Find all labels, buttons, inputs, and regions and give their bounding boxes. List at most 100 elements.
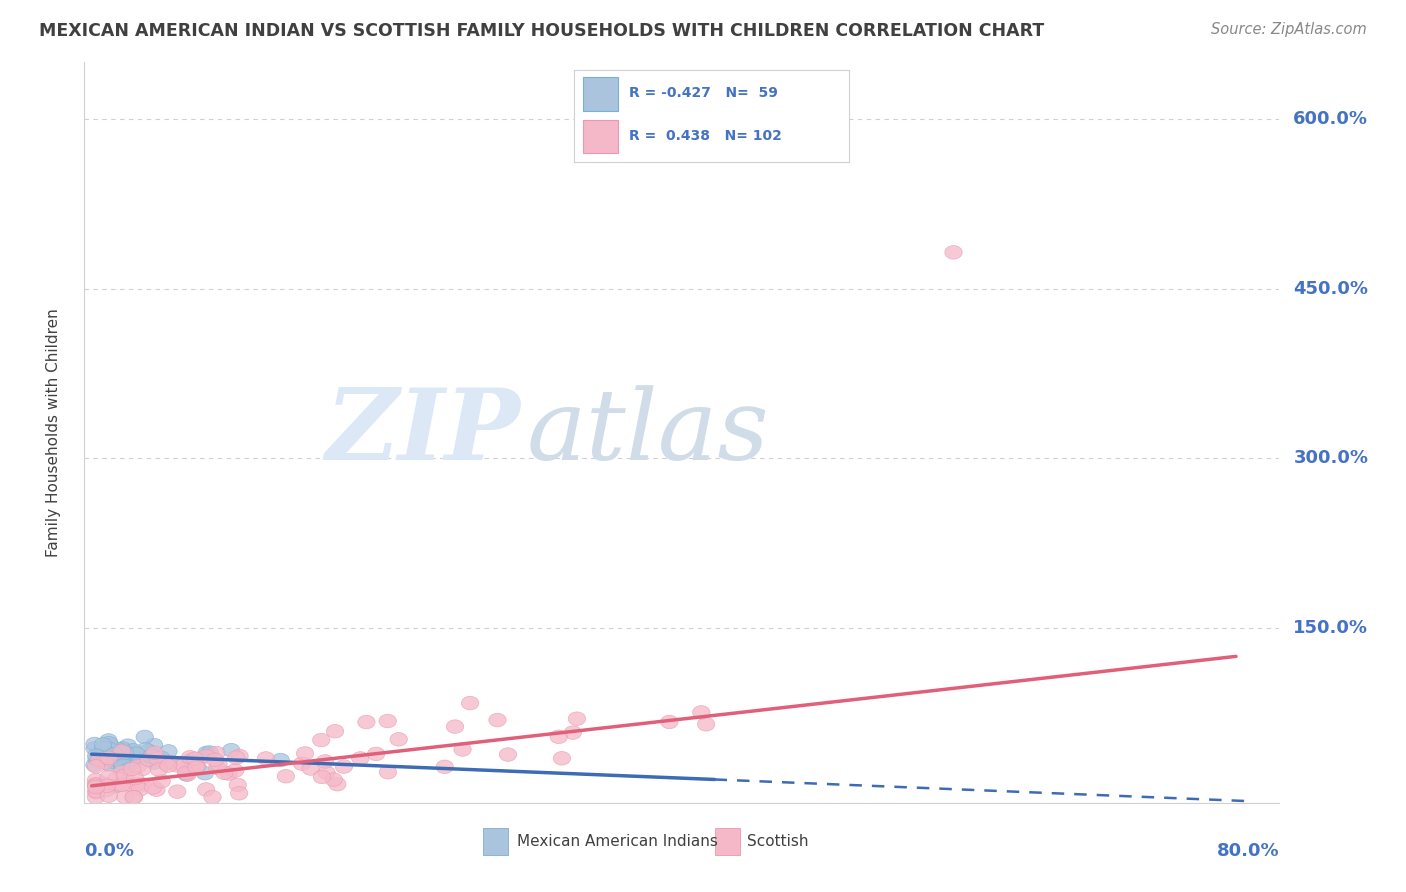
Ellipse shape	[461, 697, 479, 710]
Ellipse shape	[112, 747, 129, 760]
Ellipse shape	[146, 746, 163, 760]
Ellipse shape	[94, 738, 111, 751]
Ellipse shape	[87, 790, 104, 804]
Ellipse shape	[105, 747, 124, 761]
Ellipse shape	[222, 743, 240, 757]
Ellipse shape	[145, 780, 162, 794]
Ellipse shape	[294, 757, 311, 771]
Ellipse shape	[257, 752, 274, 765]
Ellipse shape	[141, 753, 157, 767]
Ellipse shape	[208, 747, 225, 760]
Ellipse shape	[100, 753, 117, 766]
Ellipse shape	[697, 717, 714, 731]
Ellipse shape	[302, 762, 319, 775]
Ellipse shape	[120, 778, 136, 791]
Ellipse shape	[114, 760, 131, 774]
Y-axis label: Family Households with Children: Family Households with Children	[46, 309, 60, 557]
Ellipse shape	[277, 770, 295, 783]
Ellipse shape	[156, 756, 174, 770]
Ellipse shape	[380, 714, 396, 728]
Ellipse shape	[110, 746, 128, 760]
Text: MEXICAN AMERICAN INDIAN VS SCOTTISH FAMILY HOUSEHOLDS WITH CHILDREN CORRELATION : MEXICAN AMERICAN INDIAN VS SCOTTISH FAMI…	[39, 22, 1045, 40]
Ellipse shape	[87, 786, 104, 799]
Ellipse shape	[98, 747, 115, 761]
Ellipse shape	[90, 753, 107, 767]
Ellipse shape	[215, 766, 233, 780]
Ellipse shape	[108, 742, 125, 756]
Ellipse shape	[179, 768, 197, 781]
Ellipse shape	[134, 762, 152, 776]
Ellipse shape	[693, 706, 710, 719]
Ellipse shape	[112, 778, 131, 791]
Ellipse shape	[112, 757, 129, 771]
Ellipse shape	[160, 756, 177, 769]
Ellipse shape	[90, 753, 108, 767]
Ellipse shape	[114, 742, 131, 756]
Ellipse shape	[128, 752, 146, 766]
Ellipse shape	[100, 770, 118, 784]
Ellipse shape	[124, 747, 142, 761]
Ellipse shape	[127, 772, 143, 785]
Ellipse shape	[207, 753, 224, 766]
Ellipse shape	[100, 751, 117, 764]
Ellipse shape	[125, 790, 142, 804]
Ellipse shape	[181, 750, 198, 764]
Ellipse shape	[208, 761, 226, 774]
Ellipse shape	[228, 751, 245, 764]
Ellipse shape	[335, 760, 353, 773]
Ellipse shape	[177, 768, 195, 781]
Ellipse shape	[87, 773, 104, 787]
Ellipse shape	[87, 749, 105, 763]
Ellipse shape	[183, 754, 200, 767]
Ellipse shape	[134, 778, 152, 791]
Ellipse shape	[120, 739, 136, 753]
Ellipse shape	[148, 783, 165, 797]
Ellipse shape	[94, 741, 112, 755]
Ellipse shape	[380, 765, 396, 779]
Ellipse shape	[201, 746, 218, 759]
Ellipse shape	[352, 752, 368, 765]
Ellipse shape	[187, 761, 205, 774]
Text: 450.0%: 450.0%	[1294, 279, 1368, 298]
Ellipse shape	[87, 778, 104, 791]
Ellipse shape	[329, 778, 346, 791]
Text: atlas: atlas	[527, 385, 769, 480]
Ellipse shape	[124, 756, 141, 771]
Ellipse shape	[661, 715, 678, 729]
Ellipse shape	[550, 730, 568, 744]
Ellipse shape	[105, 756, 124, 769]
Ellipse shape	[96, 777, 112, 790]
Ellipse shape	[945, 245, 962, 259]
Ellipse shape	[160, 759, 177, 772]
Ellipse shape	[167, 758, 184, 772]
Ellipse shape	[131, 782, 149, 796]
Ellipse shape	[136, 742, 155, 756]
Ellipse shape	[100, 757, 118, 772]
Ellipse shape	[101, 739, 120, 752]
Ellipse shape	[100, 737, 118, 750]
Ellipse shape	[169, 785, 186, 798]
Ellipse shape	[314, 770, 330, 784]
Text: ZIP: ZIP	[326, 384, 520, 481]
Ellipse shape	[115, 749, 132, 763]
Text: 150.0%: 150.0%	[1294, 618, 1368, 637]
Ellipse shape	[86, 737, 103, 751]
Ellipse shape	[187, 752, 204, 765]
Ellipse shape	[325, 772, 342, 786]
Ellipse shape	[86, 758, 103, 772]
Ellipse shape	[150, 763, 167, 776]
Ellipse shape	[564, 726, 582, 739]
Ellipse shape	[231, 749, 249, 763]
Ellipse shape	[91, 749, 108, 763]
Ellipse shape	[145, 739, 163, 752]
Ellipse shape	[198, 746, 215, 760]
Ellipse shape	[145, 756, 163, 770]
Ellipse shape	[141, 753, 157, 766]
Ellipse shape	[489, 714, 506, 727]
Ellipse shape	[128, 747, 145, 761]
Ellipse shape	[107, 753, 124, 766]
Ellipse shape	[177, 766, 194, 780]
Ellipse shape	[97, 783, 115, 797]
Ellipse shape	[96, 747, 114, 761]
Ellipse shape	[98, 748, 117, 763]
